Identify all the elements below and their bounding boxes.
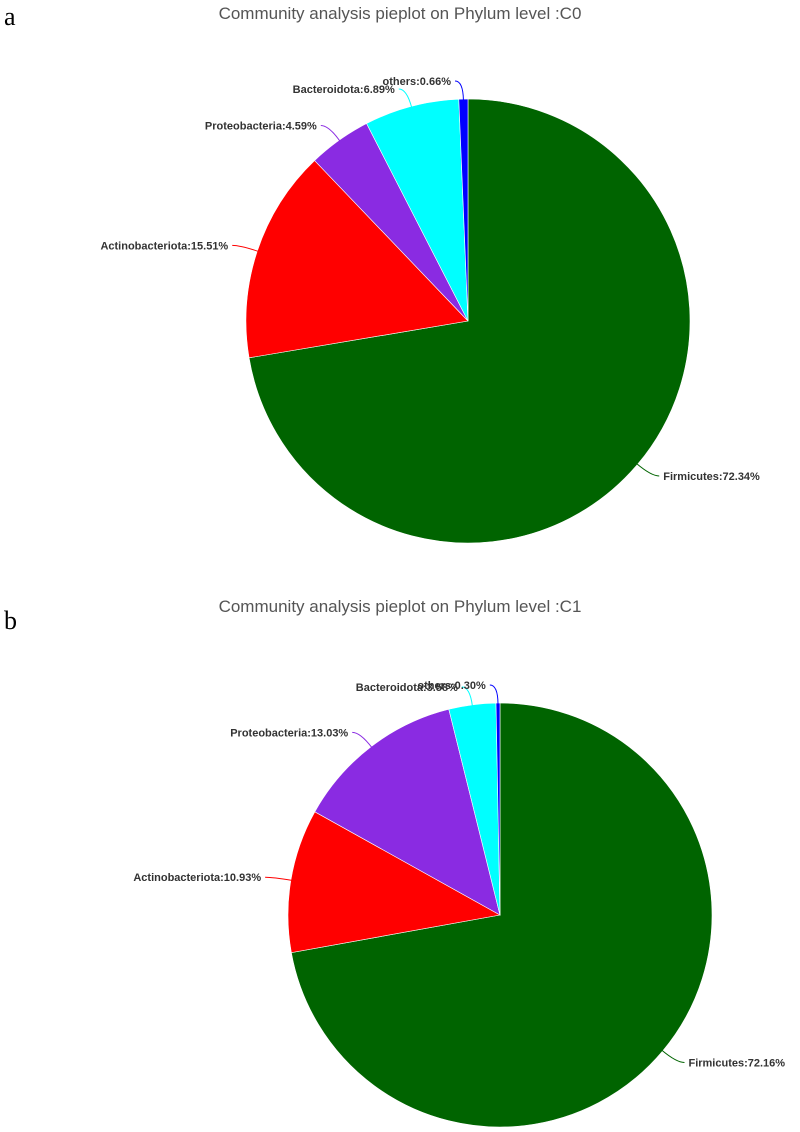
slice-label-actinobacteriota: Actinobacteriota:10.93% <box>133 872 261 884</box>
leader-line-bacteroidota <box>398 88 413 108</box>
slice-label-bacteroidota: Bacteroidota:3.58% <box>356 682 458 694</box>
slice-label-bacteroidota: Bacteroidota:6.89% <box>293 84 395 96</box>
slice-label-others: others:0.66% <box>383 76 452 88</box>
leader-line-actinobacteriota <box>265 876 293 881</box>
panel-letter-b: b <box>4 606 17 635</box>
pie-chart-c0: Firmicutes:72.34% Actinobacteriota:15.51%… <box>100 76 760 544</box>
slice-label-others: others:0.30% <box>417 680 486 692</box>
chart-title-c1: Community analysis pieplot on Phylum lev… <box>218 597 582 616</box>
slice-label-proteobacteria: Proteobacteria:4.59% <box>205 120 317 132</box>
leader-line-proteobacteria <box>320 124 341 142</box>
slice-label-actinobacteriota: Actinobacteriota:15.51% <box>100 240 228 252</box>
leader-line-others <box>489 684 499 705</box>
chart-title-c0: Community analysis pieplot on Phylum lev… <box>218 4 582 23</box>
slice-label-firmicutes: Firmicutes:72.34% <box>663 471 760 483</box>
leader-line-actinobacteriota <box>232 244 259 252</box>
slice-label-proteobacteria: Proteobacteria:13.03% <box>230 727 348 739</box>
leader-line-firmicutes <box>636 463 660 477</box>
leader-line-bacteroidota <box>461 686 473 706</box>
panel-letter-a: a <box>4 2 16 31</box>
leader-line-others <box>454 80 464 101</box>
slice-label-firmicutes: Firmicutes:72.16% <box>688 1058 785 1070</box>
leader-line-proteobacteria <box>352 731 373 748</box>
leader-line-firmicutes <box>661 1049 685 1063</box>
